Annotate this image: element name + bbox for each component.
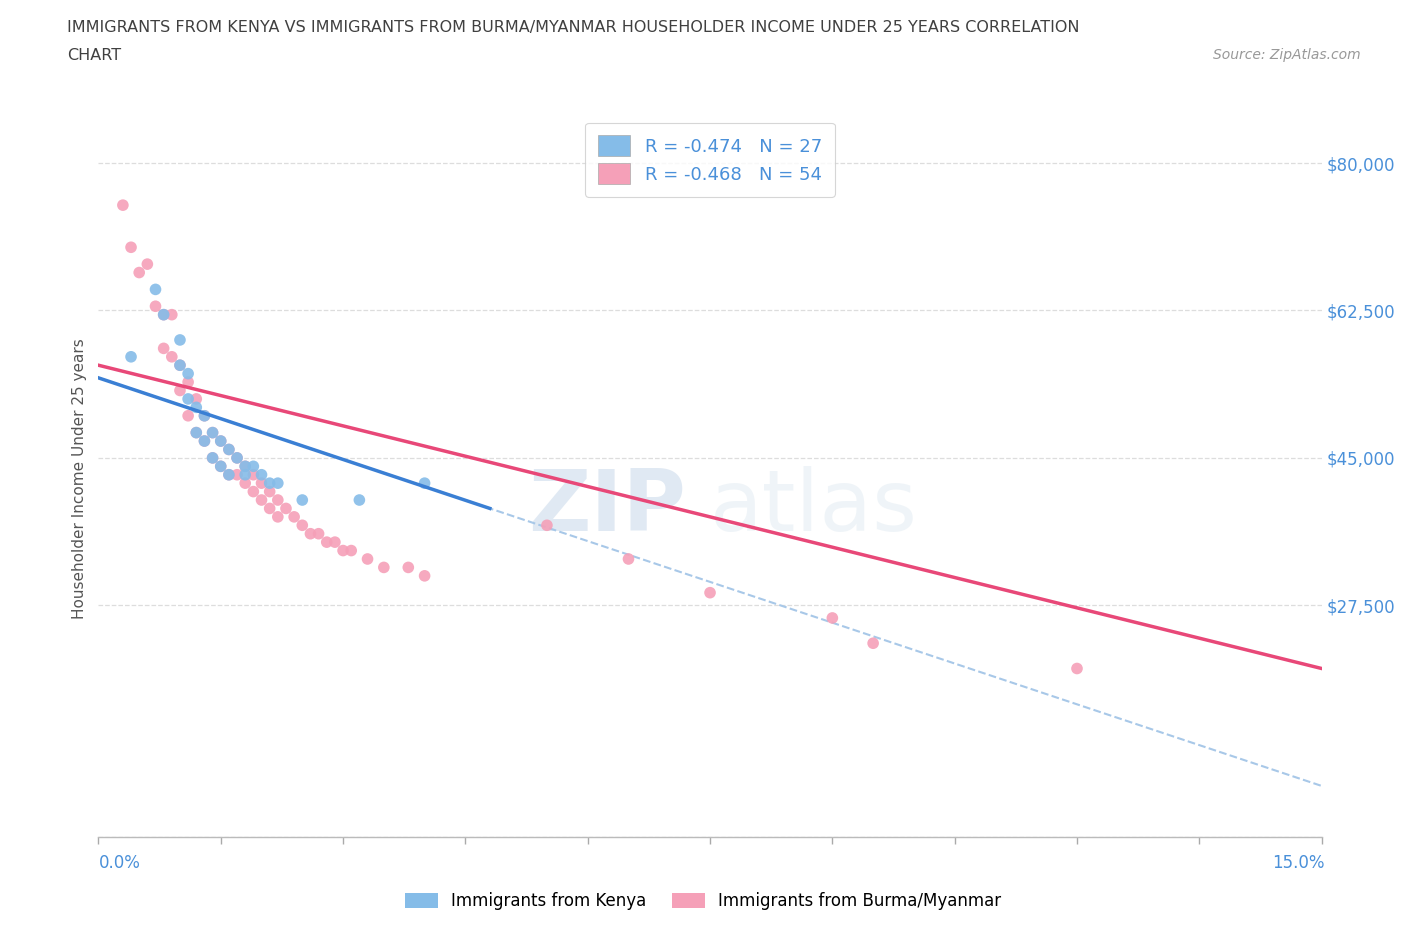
Point [152,307,174,322]
Point [373,560,395,575]
Point [111,198,134,213]
Point [315,535,337,550]
Point [209,433,232,448]
Point [218,442,240,457]
Point [267,476,290,491]
Point [396,560,419,575]
Point [186,425,208,440]
Point [169,358,191,373]
Point [349,493,371,508]
Point [308,526,330,541]
Point [160,350,183,365]
Point [218,467,240,482]
Point [283,510,305,525]
Point [128,265,150,280]
Point [267,493,290,508]
Point [250,493,273,508]
Point [218,442,240,457]
Point [274,501,297,516]
Point [169,333,191,348]
Point [259,476,281,491]
Text: 0.0%: 0.0% [98,854,141,872]
Point [177,366,200,381]
Point [242,458,264,473]
Point [267,510,290,525]
Text: atlas: atlas [710,466,918,549]
Point [291,493,314,508]
Point [201,425,224,440]
Text: ZIP: ZIP [527,466,686,549]
Point [177,392,200,406]
Point [259,501,281,516]
Y-axis label: Householder Income Under 25 years: Householder Income Under 25 years [72,339,87,619]
Point [242,467,264,482]
Point [193,408,215,423]
Point [120,240,142,255]
Point [226,450,249,465]
Point [186,425,208,440]
Point [291,518,314,533]
Point [152,341,174,356]
Point [145,299,167,313]
Point [193,433,215,448]
Point [120,350,142,365]
Point [160,307,183,322]
Point [233,476,256,491]
Point [169,358,191,373]
Point [193,433,215,448]
Point [356,551,378,566]
Text: CHART: CHART [67,48,121,63]
Point [177,375,200,390]
Point [233,458,256,473]
Point [193,408,215,423]
Point [226,450,249,465]
Point [413,568,436,583]
Point [617,551,640,566]
Point [136,257,159,272]
Point [340,543,363,558]
Point [332,543,354,558]
Text: 15.0%: 15.0% [1272,854,1324,872]
Point [259,485,281,499]
Point [821,610,844,625]
Legend: Immigrants from Kenya, Immigrants from Burma/Myanmar: Immigrants from Kenya, Immigrants from B… [398,885,1008,917]
Point [145,282,167,297]
Point [862,636,884,651]
Point [323,535,346,550]
Point [177,408,200,423]
Point [233,467,256,482]
Point [209,458,232,473]
Text: IMMIGRANTS FROM KENYA VS IMMIGRANTS FROM BURMA/MYANMAR HOUSEHOLDER INCOME UNDER : IMMIGRANTS FROM KENYA VS IMMIGRANTS FROM… [67,20,1080,35]
Point [201,450,224,465]
Point [201,425,224,440]
Point [169,383,191,398]
Point [250,467,273,482]
Point [413,476,436,491]
Legend: R = -0.474   N = 27, R = -0.468   N = 54: R = -0.474 N = 27, R = -0.468 N = 54 [585,123,835,197]
Point [201,450,224,465]
Point [1066,661,1088,676]
Point [186,400,208,415]
Point [152,307,174,322]
Point [233,458,256,473]
Text: Source: ZipAtlas.com: Source: ZipAtlas.com [1213,48,1361,62]
Point [536,518,558,533]
Point [250,476,273,491]
Point [218,467,240,482]
Point [699,585,721,600]
Point [226,467,249,482]
Point [186,392,208,406]
Point [209,433,232,448]
Point [299,526,322,541]
Point [242,485,264,499]
Point [209,458,232,473]
